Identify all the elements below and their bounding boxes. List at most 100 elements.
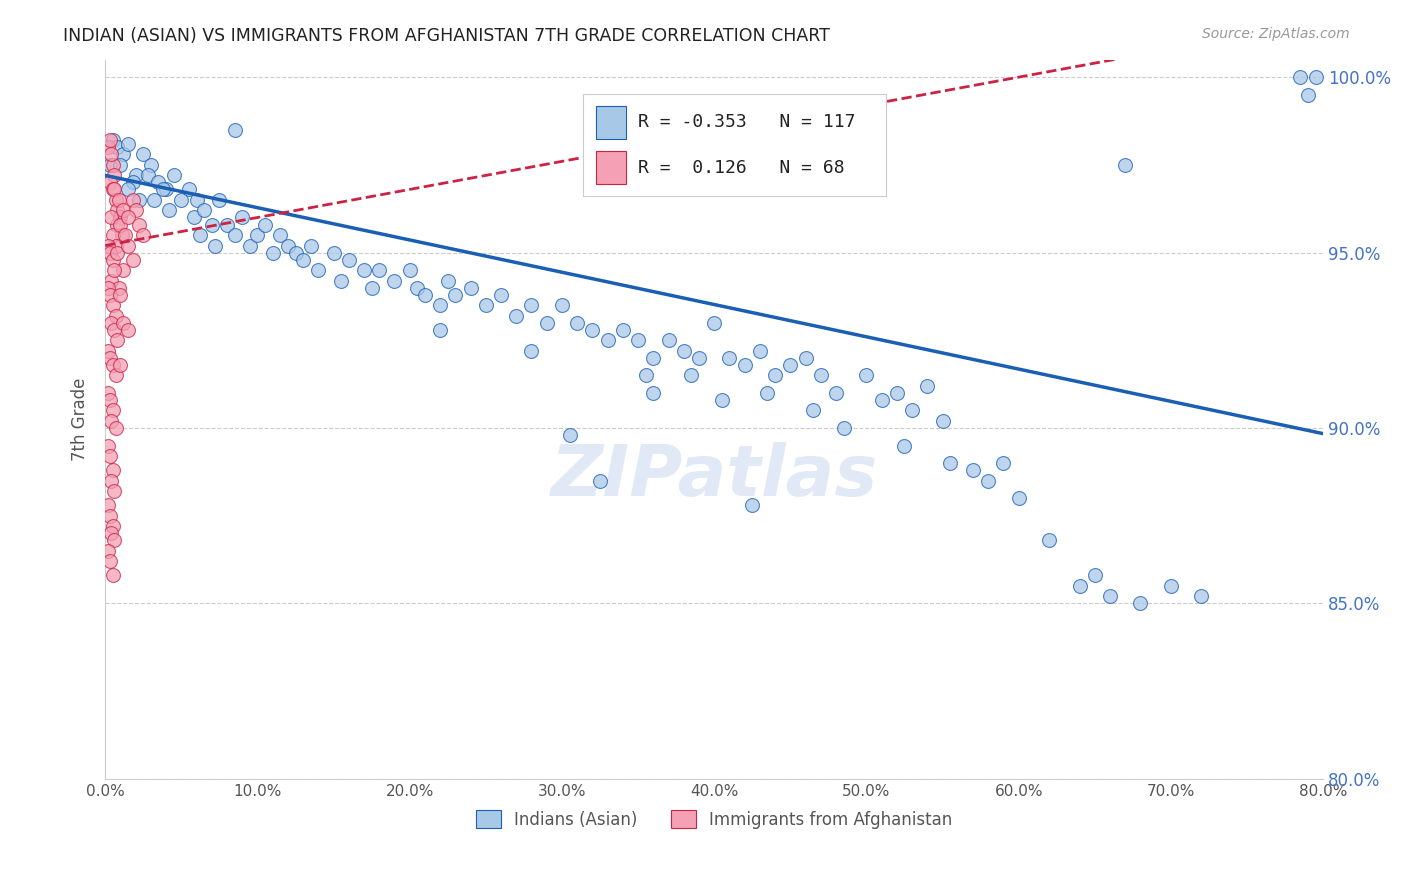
Point [103,484,125,499]
Point [231,211,253,225]
Point [110,218,132,232]
Point [177,182,200,196]
Point [215,218,238,232]
Point [124,169,146,183]
Point [101,463,124,477]
Bar [596,151,626,184]
Point [97,238,120,252]
Point [98,175,121,189]
Point [110,211,132,225]
Point [101,228,124,243]
Point [100,147,122,161]
Point [870,392,893,407]
Point [112,147,135,161]
Point [360,281,382,295]
Point [436,274,458,288]
Point [101,158,124,172]
Point [112,203,135,218]
Point [101,182,124,196]
Point [100,274,122,288]
Point [551,298,574,312]
Point [794,351,817,365]
Point [117,323,139,337]
Point [100,474,122,488]
Point [98,449,121,463]
Point [110,358,132,372]
Point [112,263,135,277]
Point [124,203,146,218]
Point [117,238,139,252]
Point [108,281,131,295]
Point [398,263,420,277]
Point [100,526,122,541]
Point [643,351,665,365]
Point [475,298,498,312]
Point [101,358,124,372]
Point [128,218,150,232]
Legend: Indians (Asian), Immigrants from Afghanistan: Indians (Asian), Immigrants from Afghani… [470,804,959,835]
Point [183,211,205,225]
Point [558,428,581,442]
Point [193,203,215,218]
Point [703,316,725,330]
Point [330,274,353,288]
Point [262,245,284,260]
Point [429,323,451,337]
Point [98,508,121,523]
Point [520,298,543,312]
Point [101,298,124,312]
Point [810,368,832,383]
Point [104,238,127,252]
Point [104,421,127,435]
Point [100,211,122,225]
Point [337,252,360,267]
Point [292,252,315,267]
Point [779,358,801,372]
Point [112,316,135,330]
Point [901,403,924,417]
Point [886,386,908,401]
Point [322,245,344,260]
Point [269,228,291,243]
Text: ZIPatlas: ZIPatlas [551,442,877,511]
Point [627,334,650,348]
Text: R =  0.126   N = 68: R = 0.126 N = 68 [638,159,845,177]
Point [117,211,139,225]
Point [186,193,208,207]
Point [128,193,150,207]
Point [101,403,124,417]
Point [139,158,162,172]
Point [277,238,299,252]
Point [152,182,174,196]
Point [254,218,277,232]
Point [97,544,120,558]
Point [155,182,177,196]
Point [734,358,756,372]
Point [763,368,786,383]
Point [1289,70,1312,84]
Point [1296,87,1319,102]
Point [97,140,120,154]
Point [917,379,939,393]
Point [224,122,246,136]
Point [98,245,121,260]
Point [681,368,703,383]
Point [170,193,193,207]
Point [132,228,155,243]
Point [103,182,125,196]
Point [103,323,125,337]
Point [855,368,877,383]
Point [224,228,246,243]
Point [353,263,375,277]
Point [634,368,657,383]
Point [1160,579,1182,593]
Point [98,351,121,365]
Point [1038,533,1060,548]
Bar [596,106,626,139]
Point [188,228,211,243]
Point [117,136,139,151]
Point [208,193,231,207]
Point [163,169,186,183]
Point [672,343,695,358]
Point [121,252,143,267]
